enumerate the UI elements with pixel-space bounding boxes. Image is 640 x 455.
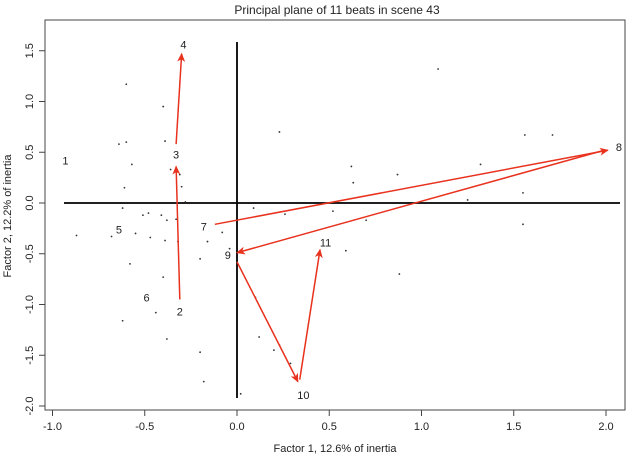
observation-point (278, 131, 281, 133)
trajectory-arrows (172, 52, 609, 383)
observation-point (523, 134, 526, 136)
observation-point (365, 219, 368, 222)
trajectory-arrow (175, 52, 186, 145)
y-tick-label: -0.5 (24, 244, 36, 263)
beat-label: 3 (173, 149, 179, 161)
observation-point (162, 105, 165, 108)
observation-point (121, 319, 124, 322)
y-axis: -2.0 -1.5 -1.0 -0.5 0.0 0.5 1.0 1.5 (24, 43, 45, 415)
observation-point (121, 207, 124, 209)
x-tick-label: 1.0 (414, 421, 429, 433)
x-tick-label: 0.0 (229, 421, 244, 433)
observation-point (154, 311, 157, 314)
observation-point (134, 232, 137, 235)
x-tick-label: 2.0 (598, 421, 613, 433)
trajectory-arrow (298, 248, 323, 380)
observation-point (184, 201, 187, 203)
beat-label: 4 (180, 40, 186, 52)
observation-point (164, 239, 166, 242)
observation-point (130, 163, 133, 166)
observation-point (165, 219, 168, 222)
observation-point (123, 186, 126, 189)
observation-point (396, 173, 399, 176)
y-axis-label: Factor 2, 12.2% of inertia (2, 154, 14, 278)
observation-point (175, 218, 178, 221)
y-tick-label: -1.0 (24, 295, 36, 314)
trajectory-arrow (172, 165, 181, 300)
observation-point (289, 362, 292, 365)
observation-point (206, 240, 209, 243)
observation-point (147, 212, 150, 215)
beat-label: 6 (144, 292, 150, 304)
observation-point (479, 163, 482, 166)
observation-point (398, 273, 401, 275)
trajectory-arrow (236, 261, 299, 383)
beat-label: 9 (225, 250, 231, 262)
beat-label: 8 (616, 142, 622, 154)
observation-point (110, 235, 113, 238)
observation-point (164, 140, 166, 142)
x-axis: -1.0 -0.5 0.0 0.5 1.0 1.5 2.0 (43, 410, 614, 433)
observation-point (129, 263, 131, 265)
y-tick-label: -1.5 (24, 346, 36, 365)
observation-point (118, 143, 120, 146)
observation-point (180, 185, 183, 188)
x-tick-label: -0.5 (135, 421, 154, 433)
observation-point (252, 207, 255, 209)
observation-point (202, 380, 205, 383)
y-tick-label: 0.0 (24, 195, 36, 210)
observation-point (344, 249, 347, 252)
x-tick-label: 1.5 (506, 421, 521, 433)
observation-point (149, 236, 152, 239)
y-tick-label: 0.5 (24, 145, 36, 160)
y-tick-label: 1.5 (24, 43, 36, 58)
beat-label: 10 (297, 390, 309, 402)
x-tick-label: -1.0 (43, 421, 62, 433)
observation-point (239, 392, 242, 395)
trajectory-arrow (214, 147, 609, 226)
observation-point (258, 336, 261, 338)
observation-point (199, 257, 202, 260)
beat-labels: 1 2 3 4 5 6 7 8 9 10 11 (62, 40, 622, 402)
observation-point (522, 191, 524, 194)
observation-point (228, 247, 231, 250)
observation-point (221, 231, 224, 234)
chart-title: Principal plane of 11 beats in scene 43 (234, 3, 440, 17)
beat-label: 5 (116, 224, 122, 236)
observation-point (162, 276, 165, 278)
trajectory-arrow (236, 149, 605, 255)
observation-point (437, 68, 440, 70)
beat-label: 11 (320, 238, 331, 250)
observation-point (125, 83, 128, 86)
observation-point (522, 223, 524, 226)
observation-point (165, 338, 168, 340)
y-tick-label: 1.0 (24, 94, 36, 109)
x-tick-label: 0.5 (322, 421, 337, 433)
observation-point (352, 181, 355, 184)
observation-points (75, 68, 554, 395)
beat-label: 7 (201, 221, 207, 233)
observation-point (199, 351, 202, 354)
observation-point (75, 234, 78, 237)
beat-label: 2 (177, 307, 183, 319)
observation-point (273, 349, 275, 352)
observation-point (125, 141, 128, 144)
observation-point (142, 214, 144, 217)
y-tick-label: -2.0 (24, 397, 36, 416)
observation-point (169, 168, 172, 171)
observation-point (466, 199, 469, 201)
observation-point (332, 210, 334, 213)
observation-point (551, 134, 554, 136)
observation-point (160, 214, 163, 217)
x-axis-label: Factor 1, 12.6% of inertia (274, 443, 398, 455)
plot-frame (44, 19, 626, 411)
beat-label: 1 (62, 155, 68, 167)
observation-point (284, 213, 286, 216)
observation-point (178, 173, 181, 176)
observation-point (350, 165, 353, 168)
